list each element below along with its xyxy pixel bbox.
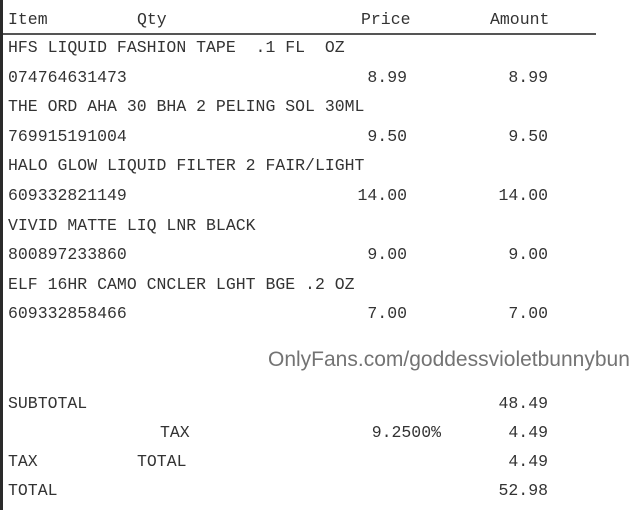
item-code: 769915191004 bbox=[8, 126, 127, 146]
item-amount: 7.00 bbox=[508, 304, 548, 324]
item-code: 800897233860 bbox=[8, 245, 127, 265]
item-description: ELF 16HR CAMO CNCLER LGHT BGE .2 OZ bbox=[8, 274, 355, 294]
total-label: TOTAL bbox=[8, 481, 58, 500]
item-amount: 8.99 bbox=[508, 67, 548, 87]
tax-total-label-2: TOTAL bbox=[137, 452, 187, 471]
tax-total-label: TAX bbox=[8, 452, 38, 471]
subtotal-label: SUBTOTAL bbox=[8, 394, 88, 413]
item-description: THE ORD AHA 30 BHA 2 PELING SOL 30ML bbox=[8, 97, 365, 117]
item-description: HALO GLOW LIQUID FILTER 2 FAIR/LIGHT bbox=[8, 156, 365, 176]
item-price: 9.50 bbox=[367, 126, 407, 146]
tax-label: TAX bbox=[160, 423, 190, 442]
total-value: 52.98 bbox=[498, 481, 548, 500]
item-price: 7.00 bbox=[367, 304, 407, 324]
item-price: 14.00 bbox=[357, 186, 407, 205]
item-amount: 14.00 bbox=[498, 186, 548, 205]
subtotal-value: 48.49 bbox=[498, 394, 548, 413]
item-code: 609332858466 bbox=[8, 304, 127, 324]
item-code: 074764631473 bbox=[8, 67, 127, 87]
item-price: 9.00 bbox=[367, 245, 407, 265]
header-item: Item bbox=[8, 10, 48, 29]
header-qty: Qty bbox=[137, 10, 167, 29]
item-description: VIVID MATTE LIQ LNR BLACK bbox=[8, 215, 256, 235]
item-description: HFS LIQUID FASHION TAPE .1 FL OZ bbox=[8, 38, 345, 57]
left-border bbox=[0, 0, 3, 510]
tax-rate: 9.2500% bbox=[371, 423, 441, 442]
header-price: Price bbox=[361, 10, 411, 29]
item-price: 8.99 bbox=[367, 67, 407, 87]
header-divider bbox=[3, 33, 596, 35]
item-amount: 9.50 bbox=[508, 126, 548, 146]
header-amount: Amount bbox=[490, 10, 550, 29]
watermark: OnlyFans.com/goddessvioletbunnybun bbox=[268, 348, 630, 371]
item-code: 609332821149 bbox=[8, 186, 127, 205]
item-amount: 9.00 bbox=[508, 245, 548, 265]
tax-value: 4.49 bbox=[508, 423, 548, 442]
tax-total-value: 4.49 bbox=[508, 452, 548, 471]
